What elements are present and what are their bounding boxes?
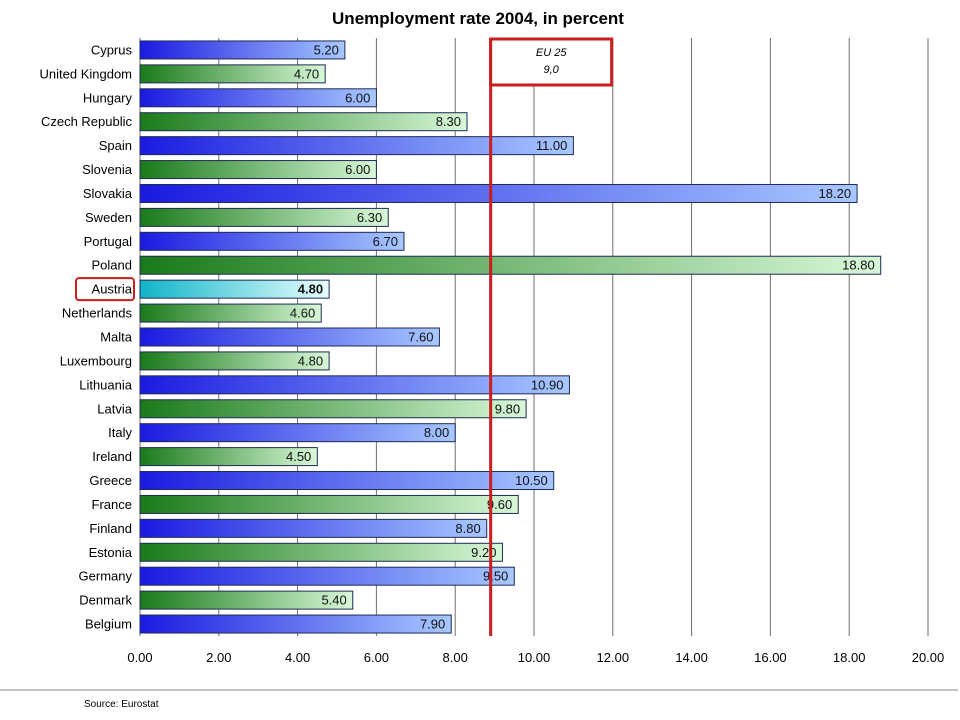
data-label: 11.00 <box>536 138 568 153</box>
data-label: 5.20 <box>314 42 339 57</box>
data-label: 4.80 <box>298 353 323 368</box>
category-label: Lithuania <box>79 377 133 392</box>
reference-value: 9,0 <box>544 64 560 76</box>
category-label: Estonia <box>89 545 133 560</box>
category-label: France <box>92 497 132 512</box>
category-label: Slovakia <box>83 186 133 201</box>
data-label: 9.20 <box>471 545 496 560</box>
bar <box>139 303 322 323</box>
bar <box>139 447 318 467</box>
category-label: Denmark <box>79 593 132 608</box>
reference-label: EU 25 <box>536 47 567 59</box>
category-label: Hungary <box>83 90 133 105</box>
bar <box>139 399 527 419</box>
x-tick-label: 6.00 <box>364 650 389 665</box>
data-label: 4.80 <box>298 282 323 297</box>
bar <box>139 566 515 586</box>
category-label: Slovenia <box>82 162 133 177</box>
category-label: Netherlands <box>62 306 133 321</box>
bar <box>139 375 570 395</box>
category-label: Belgium <box>85 617 132 632</box>
bar <box>139 160 377 180</box>
category-label: Spain <box>99 138 132 153</box>
x-tick-label: 20.00 <box>912 650 945 665</box>
source-note: Source: Eurostat <box>84 699 159 710</box>
data-label: 18.20 <box>819 186 852 201</box>
data-label: 18.80 <box>842 258 875 273</box>
x-tick-label: 2.00 <box>206 650 231 665</box>
data-label: 8.30 <box>436 114 461 129</box>
bar <box>139 542 503 562</box>
category-label: Austria <box>92 282 133 297</box>
category-label: Cyprus <box>91 42 133 57</box>
data-label: 6.00 <box>345 90 370 105</box>
bar <box>139 327 440 347</box>
category-label: Ireland <box>92 449 132 464</box>
x-tick-label: 12.00 <box>597 650 630 665</box>
data-label: 10.50 <box>515 473 548 488</box>
bar <box>139 471 555 491</box>
bars: 5.20 4.70 6.00 8.30 11.00 6.00 18.20 6.30 6.70 18… <box>139 40 882 634</box>
data-label: 4.60 <box>290 306 315 321</box>
data-label: 7.90 <box>420 617 445 632</box>
bar <box>139 279 330 299</box>
bar <box>139 494 519 514</box>
chart-title: Unemployment rate 2004, in percent <box>332 9 624 28</box>
bar <box>139 88 377 108</box>
category-label: Poland <box>92 258 132 273</box>
data-label: 4.50 <box>286 449 311 464</box>
data-label: 9.50 <box>483 569 508 584</box>
category-label: Portugal <box>84 234 133 249</box>
x-tick-label: 8.00 <box>443 650 468 665</box>
category-label: Malta <box>100 330 133 345</box>
category-label: Germany <box>79 569 133 584</box>
category-label: Latvia <box>97 401 132 416</box>
category-label: Luxembourg <box>60 353 132 368</box>
category-label: Greece <box>89 473 132 488</box>
x-tick-label: 4.00 <box>285 650 310 665</box>
data-label: 9.60 <box>487 497 512 512</box>
data-label: 6.00 <box>345 162 370 177</box>
bar <box>139 614 452 634</box>
category-label: Czech Republic <box>41 114 133 129</box>
data-label: 6.70 <box>373 234 398 249</box>
data-label: 9.80 <box>495 401 520 416</box>
data-label: 4.70 <box>294 66 319 81</box>
bar <box>139 64 326 84</box>
bar <box>139 183 858 203</box>
data-label: 7.60 <box>408 330 433 345</box>
bar <box>139 207 389 227</box>
bar <box>139 518 488 538</box>
x-tick-label: 14.00 <box>675 650 708 665</box>
highlight-box <box>75 277 135 302</box>
x-axis-ticks: 0.00 2.00 4.00 6.00 8.00 10.00 12.00 14.00 16.00… <box>127 650 944 665</box>
bar <box>139 136 574 156</box>
bar <box>139 255 882 275</box>
category-label: Finland <box>89 521 132 536</box>
data-label: 8.00 <box>424 425 449 440</box>
category-labels: Cyprus United Kingdom Hungary Czech Republi… <box>40 42 135 632</box>
category-label: Italy <box>108 425 132 440</box>
reference-label-box <box>489 37 614 87</box>
bar <box>139 590 354 610</box>
data-label: 8.80 <box>455 521 480 536</box>
x-tick-label: 18.00 <box>833 650 866 665</box>
x-tick-label: 16.00 <box>754 650 787 665</box>
bar <box>139 40 346 60</box>
data-label: 5.40 <box>321 593 346 608</box>
x-tick-label: 0.00 <box>127 650 152 665</box>
category-label: United Kingdom <box>40 66 133 81</box>
data-label: 6.30 <box>357 210 382 225</box>
bar <box>139 231 405 251</box>
data-label: 10.90 <box>531 377 564 392</box>
category-label: Sweden <box>85 210 132 225</box>
x-tick-label: 10.00 <box>518 650 551 665</box>
bar <box>139 351 330 371</box>
reference-line-group: EU 25 9,0 <box>489 37 614 636</box>
bar <box>139 112 468 132</box>
bar <box>139 423 456 443</box>
